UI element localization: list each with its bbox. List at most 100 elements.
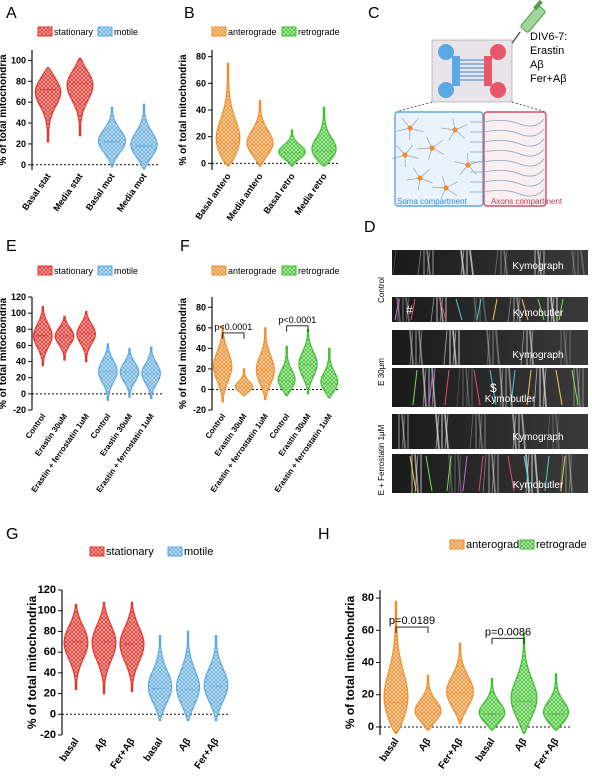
legend-swatch (449, 539, 465, 550)
violin-blue (203, 635, 229, 722)
kymo-track (417, 249, 422, 276)
kymobutler-trace (558, 298, 564, 321)
axon-line (470, 158, 545, 167)
y-tick-label: 20 (16, 373, 26, 383)
kymo-track (457, 453, 462, 494)
kymo-track (469, 413, 474, 450)
neuron-soma (429, 145, 435, 151)
kymo-track (503, 249, 508, 276)
kymo-mark-hash: # (406, 303, 413, 317)
x-category-label: Basal mot (84, 171, 117, 212)
kymobutler-trace (425, 455, 433, 492)
significance-bracket (286, 325, 309, 332)
panel-label-h: H (318, 526, 330, 543)
kymo-track (516, 296, 521, 323)
kymobutler-trace (412, 369, 418, 406)
violin-red (54, 315, 75, 361)
kymo-track (580, 249, 585, 276)
kymo-track (537, 249, 542, 276)
legend-label: motile (114, 27, 138, 37)
y-tick-label: 40 (16, 357, 26, 367)
axon-line (470, 118, 545, 127)
violin-orange (215, 62, 241, 167)
y-tick-label: 0 (21, 389, 26, 399)
y-tick-label: -20 (13, 405, 26, 415)
kymograph-label-2: Kymograph (512, 350, 563, 361)
y-tick-label: 0 (201, 384, 206, 394)
y-axis-label: % of total mitochondria (343, 596, 357, 730)
y-tick-label: 60 (16, 340, 26, 350)
violin-green (478, 678, 506, 731)
y-tick-label: 0 (201, 158, 206, 168)
kymo-track (503, 249, 508, 276)
panel-label-d: D (364, 219, 376, 236)
kymo-track (571, 249, 576, 276)
y-tick-label: 60 (44, 646, 56, 658)
x-category-label: Aβ (93, 736, 110, 753)
kymograph-image (392, 297, 588, 322)
kymobutler-trace (446, 455, 452, 492)
y-tick-label: 0 (368, 721, 374, 733)
kymograph-label-1: Kymograph (512, 261, 563, 272)
kymo-track (529, 329, 534, 366)
kymo-track (473, 296, 478, 323)
legend-swatch (281, 265, 297, 276)
violin-green (298, 329, 318, 395)
treatment-line-2: Erastin (530, 45, 564, 57)
y-tick-label: 60 (362, 624, 374, 636)
axon-line (470, 138, 545, 147)
kymobutler-trace (526, 369, 532, 406)
kymo-track (414, 453, 419, 494)
y-axis-label: % of total mitochondria (0, 54, 9, 166)
axon-line (470, 188, 545, 197)
kymo-track (444, 413, 449, 450)
kymo-track (460, 249, 465, 276)
kymo-track (494, 249, 499, 276)
kymobutler-trace (394, 298, 400, 321)
p-value-label: p<0.0001 (214, 322, 252, 332)
kymobutler-trace (507, 455, 515, 492)
legend-label: anterograde (228, 27, 277, 37)
kymo-track (418, 329, 423, 366)
kymo-track (555, 413, 560, 450)
kymo-track (405, 296, 410, 323)
panel-label-b: B (184, 5, 195, 22)
legend-swatch (97, 26, 113, 37)
kymobutler-label-2: Kymobutler (485, 394, 536, 405)
violin-red (63, 603, 89, 690)
axon-line (470, 148, 545, 157)
kymo-track (499, 367, 504, 408)
violin-blue (141, 346, 162, 400)
kymo-track (405, 296, 410, 323)
kymo-track (555, 413, 560, 450)
kymograph-image (392, 250, 588, 275)
violin-green (278, 129, 306, 167)
row-label-erastin-ferrostatin: E + Ferrostatin 1μM (377, 424, 386, 495)
kymo-track (499, 367, 504, 408)
kymo-track (546, 413, 551, 450)
x-category-label: basal (58, 736, 82, 763)
row-label-control: Control (377, 277, 386, 303)
y-tick-label: 0 (21, 160, 26, 170)
kymo-track (430, 296, 435, 323)
y-tick-label: 40 (16, 118, 26, 128)
legend-swatch (211, 26, 227, 37)
y-tick-label: 80 (16, 76, 26, 86)
kymo-track (533, 367, 538, 408)
violin-blue (130, 103, 158, 170)
kymobutler-trace (476, 298, 482, 321)
x-category-label: Fer+Aβ (109, 736, 138, 771)
kymobutler-label-3: Kymobutler (513, 480, 564, 491)
kymo-track (426, 249, 431, 276)
y-tick-label: 40 (196, 343, 206, 353)
violin-green (311, 106, 337, 167)
x-category-label: Aβ (417, 736, 434, 753)
legend-label: stationary (54, 266, 94, 276)
kymo-track (457, 453, 462, 494)
kymo-track (563, 329, 568, 366)
y-tick-label: 120 (11, 292, 26, 302)
legend-label: retrograde (298, 266, 340, 276)
kymo-track (456, 367, 461, 408)
